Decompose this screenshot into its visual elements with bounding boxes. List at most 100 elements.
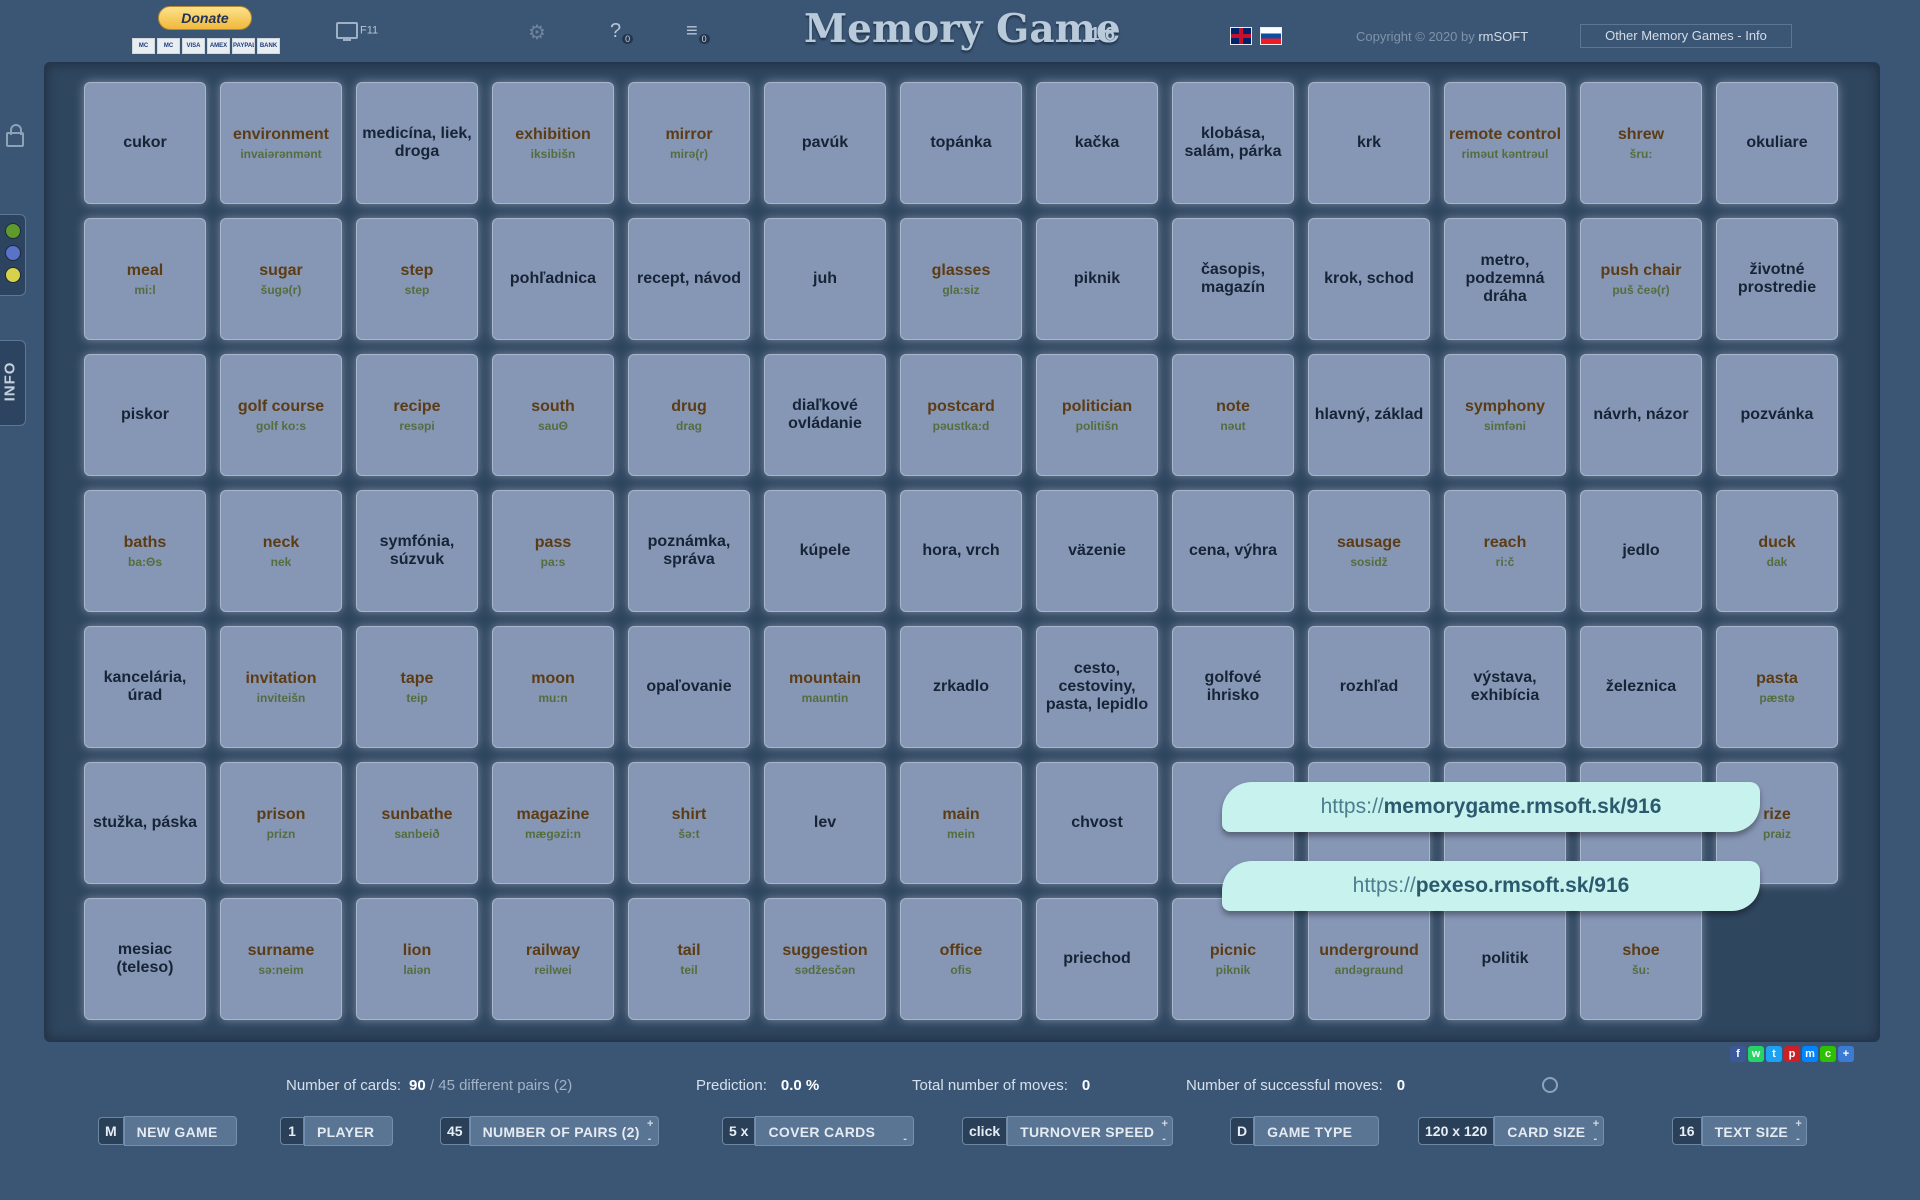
memory-card[interactable]: juh	[764, 218, 886, 340]
memory-card[interactable]: magazine mægəzi:n	[492, 762, 614, 884]
memory-card[interactable]: väzenie	[1036, 490, 1158, 612]
memory-card[interactable]: step step	[356, 218, 478, 340]
memory-card[interactable]: klobása, salám, párka	[1172, 82, 1294, 204]
game-type-control[interactable]: D GAME TYPE	[1230, 1116, 1380, 1146]
increase-icon[interactable]: +	[646, 1118, 654, 1130]
memory-card[interactable]: medicína, liek, droga	[356, 82, 478, 204]
cover-cards-control[interactable]: 5 x COVER CARDS -	[722, 1116, 915, 1146]
copyright-brand-link[interactable]: rmSOFT	[1478, 29, 1529, 44]
memory-card[interactable]: symphony simfəni	[1444, 354, 1566, 476]
memory-card[interactable]: pavúk	[764, 82, 886, 204]
memory-card[interactable]: chvost	[1036, 762, 1158, 884]
new-game-control[interactable]: M NEW GAME	[98, 1116, 237, 1146]
memory-card[interactable]: diaľkové ovládanie	[764, 354, 886, 476]
memory-card[interactable]: drug drag	[628, 354, 750, 476]
memory-card[interactable]: pozvánka	[1716, 354, 1838, 476]
memory-card[interactable]: výstava, exhibícia	[1444, 626, 1566, 748]
cover-cards-button[interactable]: COVER CARDS -	[755, 1116, 915, 1146]
memory-card[interactable]: mirror mirə(r)	[628, 82, 750, 204]
memory-card[interactable]: životné prostredie	[1716, 218, 1838, 340]
memory-card[interactable]: main mein	[900, 762, 1022, 884]
donate-button[interactable]: Donate	[158, 6, 252, 30]
sound-button[interactable]: ⚙	[528, 20, 546, 45]
memory-card[interactable]: kúpele	[764, 490, 886, 612]
decrease-icon[interactable]: -	[1162, 1133, 1167, 1145]
memory-card[interactable]: neck nek	[220, 490, 342, 612]
memory-card[interactable]: railway reilwei	[492, 898, 614, 1020]
memory-card[interactable]: prison prizn	[220, 762, 342, 884]
text-size-button[interactable]: TEXT SIZE + -	[1701, 1116, 1808, 1146]
memory-card[interactable]: mesiac (teleso)	[84, 898, 206, 1020]
memory-card[interactable]: recipe resəpi	[356, 354, 478, 476]
memory-card[interactable]: golfové ihrisko	[1172, 626, 1294, 748]
decrease-icon[interactable]: -	[1796, 1133, 1801, 1145]
whatsapp-icon[interactable]: w	[1748, 1046, 1764, 1062]
memory-card[interactable]: sugar šugə(r)	[220, 218, 342, 340]
memory-card[interactable]: topánka	[900, 82, 1022, 204]
increase-icon[interactable]: +	[1795, 1118, 1803, 1130]
pinterest-icon[interactable]: p	[1784, 1046, 1800, 1062]
memory-card[interactable]: cena, výhra	[1172, 490, 1294, 612]
memory-card[interactable]: reach ri:č	[1444, 490, 1566, 612]
memory-card[interactable]: suggestion sədžesčən	[764, 898, 886, 1020]
memory-card[interactable]: pass pa:s	[492, 490, 614, 612]
english-flag-icon[interactable]	[1230, 27, 1252, 45]
memory-card[interactable]: pohľadnica	[492, 218, 614, 340]
memory-card[interactable]: push chair puš čeə(r)	[1580, 218, 1702, 340]
memory-card[interactable]: krok, schod	[1308, 218, 1430, 340]
memory-card[interactable]: remote control riməut kəntrəul	[1444, 82, 1566, 204]
memory-card[interactable]: cesto, cestoviny, pasta, lepidlo	[1036, 626, 1158, 748]
memory-card[interactable]: politik	[1444, 898, 1566, 1020]
memory-card[interactable]: kancelária, úrad	[84, 626, 206, 748]
memory-card[interactable]: poznámka, správa	[628, 490, 750, 612]
memory-card[interactable]: návrh, názor	[1580, 354, 1702, 476]
info-tab[interactable]: INFO	[0, 340, 26, 426]
memory-card[interactable]: železnica	[1580, 626, 1702, 748]
memory-card[interactable]: metro, podzemná dráha	[1444, 218, 1566, 340]
memory-card[interactable]: office ofis	[900, 898, 1022, 1020]
turnover-speed-control[interactable]: click TURNOVER SPEED + -	[962, 1116, 1174, 1146]
memory-card[interactable]: shirt šə:t	[628, 762, 750, 884]
memory-card[interactable]: cukor	[84, 82, 206, 204]
pairs-control[interactable]: 45 NUMBER OF PAIRS (2) + -	[440, 1116, 659, 1146]
turnover-speed-button[interactable]: TURNOVER SPEED + -	[1007, 1116, 1174, 1146]
memory-card[interactable]: sunbathe sanbeið	[356, 762, 478, 884]
memory-card[interactable]: tape teip	[356, 626, 478, 748]
memory-card[interactable]: exhibition iksibišn	[492, 82, 614, 204]
increase-icon[interactable]: +	[1592, 1118, 1600, 1130]
memory-card[interactable]: krk	[1308, 82, 1430, 204]
facebook-icon[interactable]: f	[1730, 1046, 1746, 1062]
memory-card[interactable]: picnic piknik	[1172, 898, 1294, 1020]
more-share-icon[interactable]: +	[1838, 1046, 1854, 1062]
memory-card[interactable]: glasses gla:siz	[900, 218, 1022, 340]
memory-card[interactable]: moon mu:n	[492, 626, 614, 748]
memory-card[interactable]: jedlo	[1580, 490, 1702, 612]
card-size-control[interactable]: 120 x 120 CARD SIZE + -	[1418, 1116, 1605, 1146]
memory-card[interactable]: lion laiən	[356, 898, 478, 1020]
memory-card[interactable]: časopis, magazín	[1172, 218, 1294, 340]
memory-card[interactable]: underground andəgraund	[1308, 898, 1430, 1020]
memory-card[interactable]: pasta pæstə	[1716, 626, 1838, 748]
yellow-theme-dot[interactable]	[5, 267, 21, 283]
memory-card[interactable]: rozhľad	[1308, 626, 1430, 748]
player-button[interactable]: PLAYER	[304, 1116, 394, 1146]
slovak-flag-icon[interactable]	[1260, 27, 1282, 45]
blue-theme-dot[interactable]	[5, 245, 21, 261]
memory-card[interactable]: tail teil	[628, 898, 750, 1020]
memory-card[interactable]: piknik	[1036, 218, 1158, 340]
memory-card[interactable]: south sauΘ	[492, 354, 614, 476]
card-size-button[interactable]: CARD SIZE + -	[1494, 1116, 1605, 1146]
memory-card[interactable]: lev	[764, 762, 886, 884]
fullscreen-button[interactable]: F11	[336, 22, 378, 41]
increase-icon[interactable]: +	[1161, 1118, 1169, 1130]
memory-card[interactable]: mountain mauntin	[764, 626, 886, 748]
memory-card[interactable]: hlavný, základ	[1308, 354, 1430, 476]
memory-card[interactable]: zrkadlo	[900, 626, 1022, 748]
decrease-icon[interactable]: -	[647, 1133, 652, 1145]
green-theme-dot[interactable]	[5, 223, 21, 239]
memory-card[interactable]: stužka, páska	[84, 762, 206, 884]
list-button[interactable]: ≡ 0	[686, 20, 710, 44]
memory-card[interactable]: environment invaiərənmənt	[220, 82, 342, 204]
lock-icon[interactable]	[6, 124, 24, 147]
game-type-button[interactable]: GAME TYPE	[1254, 1116, 1380, 1146]
